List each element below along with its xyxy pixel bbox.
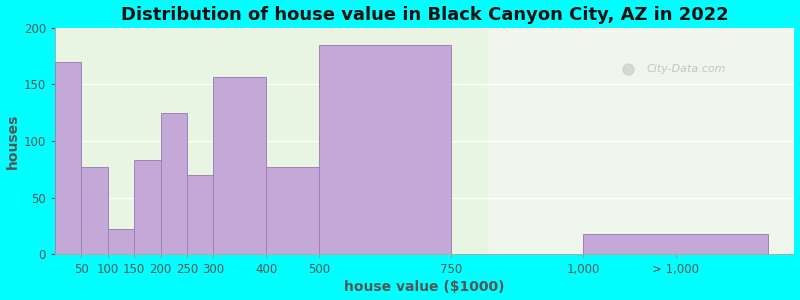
Bar xyxy=(55,62,82,254)
Y-axis label: houses: houses xyxy=(6,113,19,169)
Bar xyxy=(82,167,108,254)
Text: City-Data.com: City-Data.com xyxy=(646,64,726,74)
Bar xyxy=(108,230,134,254)
Title: Distribution of house value in Black Canyon City, AZ in 2022: Distribution of house value in Black Can… xyxy=(121,6,729,24)
Bar xyxy=(319,45,451,254)
X-axis label: house value ($1000): house value ($1000) xyxy=(345,280,505,294)
Bar xyxy=(214,76,266,254)
Bar xyxy=(161,113,187,254)
Bar xyxy=(583,234,768,254)
Bar xyxy=(134,160,161,254)
Bar xyxy=(266,167,319,254)
Bar xyxy=(187,175,214,254)
Bar xyxy=(488,28,794,254)
